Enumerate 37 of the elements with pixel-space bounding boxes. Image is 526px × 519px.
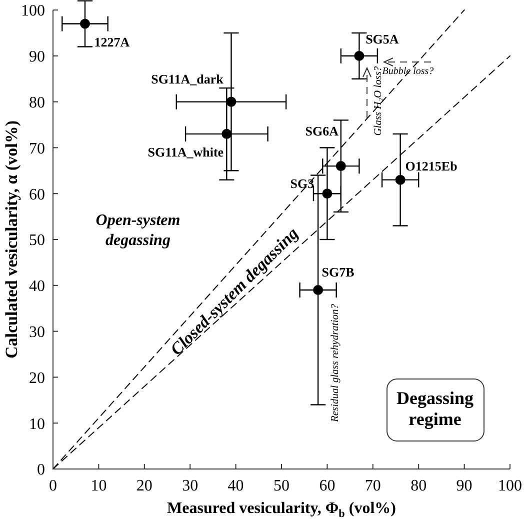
x-tick-label: 70	[364, 477, 381, 494]
annotation: Bubble loss?	[382, 66, 434, 76]
y-tick-label: 0	[37, 462, 45, 479]
y-axis-title: Calculated vesicularity, α (vol%)	[2, 120, 20, 359]
series-label: SG11A_white	[148, 144, 224, 160]
y-tick-label: 50	[29, 232, 45, 250]
x-tick-label: 100	[498, 477, 522, 494]
y-tick-label: 20	[29, 370, 45, 387]
x-tick-label: 60	[319, 477, 336, 494]
y-tick-label: 90	[29, 48, 45, 66]
y-tick-label: 60	[29, 186, 45, 204]
x-tick-label: 20	[136, 477, 152, 494]
y-tick-label: 10	[29, 416, 45, 433]
annotation: Residual glass rehydration?	[330, 303, 340, 424]
series-label: 1227A	[94, 34, 130, 50]
series-label: SG5A	[366, 31, 400, 46]
series-label: SG11A_dark	[151, 71, 224, 86]
y-tick-label: 70	[29, 140, 45, 158]
series-label: SG3	[290, 176, 315, 192]
y-tick-label: 100	[21, 2, 45, 20]
x-tick-label: 50	[274, 477, 290, 494]
y-tick-label: 40	[29, 278, 45, 296]
x-tick-label: 0	[49, 477, 57, 494]
annotation: Open-system degassing	[96, 212, 180, 248]
x-axis-title: Measured vesicularity, Φ$_{b}$ (vol%)	[167, 500, 396, 519]
annotation: Glass H₂O loss?	[372, 65, 384, 136]
x-tick-label: 90	[456, 477, 472, 494]
y-tick-label: 80	[29, 94, 45, 112]
annotation: Degassing regime	[396, 388, 474, 429]
series-label: SG6A	[305, 124, 340, 139]
x-tick-label: 10	[90, 477, 107, 494]
series-label: O1215Eb	[405, 158, 458, 174]
series-label: SG7B	[322, 264, 355, 280]
x-tick-label: 80	[410, 477, 427, 494]
y-tick-label: 30	[29, 324, 45, 341]
x-tick-label: 40	[228, 477, 244, 494]
x-tick-label: 30	[182, 477, 198, 494]
